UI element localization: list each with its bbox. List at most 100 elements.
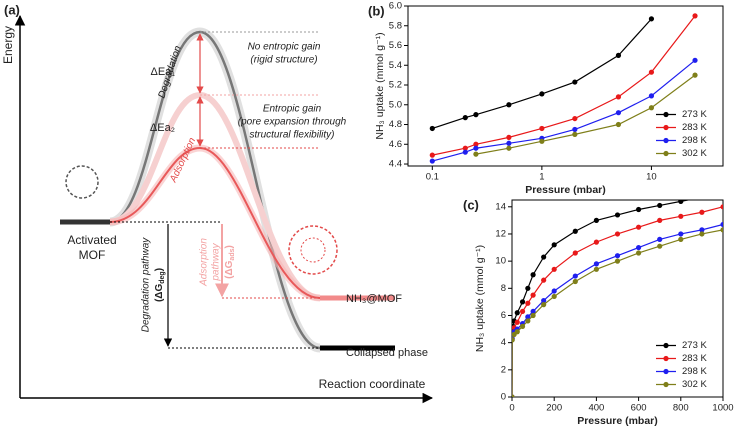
- degradation-pathway: Degradation pathway (ΔGdeg): [141, 237, 166, 333]
- point: [572, 126, 578, 133]
- point: [506, 134, 512, 140]
- point: [636, 224, 642, 230]
- point: [636, 244, 642, 251]
- point: [541, 277, 547, 283]
- point: [541, 297, 547, 304]
- point: [530, 312, 536, 319]
- x-tick-label: 600: [631, 403, 647, 414]
- point: [657, 202, 663, 209]
- y-tick-label: 5.2: [389, 80, 402, 91]
- point: [593, 217, 600, 223]
- point: [572, 79, 578, 85]
- y-tick-label: 4.8: [389, 119, 402, 130]
- point: [514, 310, 520, 316]
- y-tick-label: 14: [495, 201, 506, 212]
- x-tick-label: 10: [646, 172, 657, 183]
- no-entropic-2: (rigid structure): [250, 55, 317, 66]
- point: [462, 145, 468, 151]
- legend-marker: [663, 150, 669, 157]
- point: [473, 151, 479, 157]
- legend-label: 283 K: [682, 122, 707, 133]
- plot-frame: [407, 5, 724, 167]
- point: [539, 138, 545, 144]
- point: [539, 125, 545, 132]
- point: [429, 158, 435, 164]
- adsorption-pathway: Adsorption pathway (ΔGads): [199, 238, 236, 287]
- degradation-pathway-1: Degradation pathway: [141, 237, 152, 333]
- panel-label: (b): [368, 3, 385, 18]
- point: [657, 236, 663, 242]
- y-tick-label: 12: [495, 228, 506, 239]
- entropic-2: (pore expansion through: [238, 117, 347, 128]
- legend-marker: [663, 111, 669, 118]
- plot-area: [429, 13, 698, 164]
- point: [593, 266, 600, 272]
- point: [692, 72, 698, 78]
- point: [720, 204, 723, 210]
- x-axis-label: Pressure (mbar): [525, 184, 606, 196]
- y-tick-label: 4: [501, 337, 506, 348]
- point: [614, 231, 621, 237]
- point: [572, 273, 578, 279]
- legend-label: 302 K: [682, 379, 707, 390]
- x-tick-label: 800: [673, 403, 689, 414]
- charts: 0.1 1 10 4.4 4.6 4.8 5.0 5.2 5.4 5.6 5.8 6.0 Pressur…: [368, 1, 734, 427]
- point: [519, 308, 526, 315]
- point: [512, 337, 515, 343]
- y-tick-label: 5.8: [389, 20, 402, 31]
- collapsed-label: Collapsed phase: [346, 347, 428, 359]
- point: [648, 16, 655, 22]
- point: [512, 394, 515, 397]
- plot-frame: [511, 199, 724, 398]
- x-tick-label: 1000: [712, 403, 733, 414]
- y-tick-label: 6.0: [389, 1, 402, 12]
- guides: [110, 31, 320, 349]
- point: [530, 272, 536, 278]
- point: [699, 195, 704, 200]
- chart: 0 200 400 600 800 1000 0 2 4 6 8 10 12 14 Pressure (mb…: [463, 192, 734, 426]
- x-tick-label: 0.1: [426, 172, 439, 183]
- no-entropic-1: No entropic gain: [248, 42, 321, 53]
- point: [462, 115, 468, 121]
- point: [593, 261, 600, 267]
- y-tick-label: 2: [501, 364, 506, 375]
- point: [473, 141, 479, 147]
- point: [429, 125, 435, 132]
- legend-marker: [663, 124, 669, 131]
- x-tick-label: 0: [509, 403, 514, 414]
- point: [539, 91, 545, 97]
- legend-marker: [663, 342, 669, 349]
- adsorption-curve: [109, 146, 321, 299]
- point: [615, 121, 622, 128]
- point: [614, 258, 621, 264]
- point: [525, 300, 531, 306]
- point: [572, 228, 578, 234]
- entropic-1: Entropic gain: [263, 104, 322, 115]
- energy-label: Energy: [1, 26, 15, 64]
- point: [720, 192, 725, 197]
- point: [506, 140, 512, 146]
- point: [551, 293, 557, 300]
- y-tick-label: 5.6: [389, 40, 402, 51]
- y-axis-label: NH₃ uptake (mmol g⁻¹): [374, 32, 386, 139]
- flexible-curve: [109, 91, 321, 301]
- point: [615, 52, 622, 58]
- point: [699, 209, 705, 215]
- point: [648, 69, 655, 75]
- point: [551, 266, 557, 272]
- adsorbed-label: NH₃@MOF: [346, 293, 402, 305]
- degradation-pathway-2: (ΔGdeg): [154, 268, 166, 302]
- legend-label: 298 K: [682, 135, 707, 146]
- point: [525, 314, 531, 320]
- plot-area: [512, 192, 725, 397]
- point: [699, 227, 705, 233]
- point: [530, 308, 536, 315]
- degradation-curve: [109, 30, 321, 350]
- y-tick-label: 0: [501, 392, 506, 403]
- mof-icon: [65, 165, 99, 199]
- point: [572, 115, 578, 122]
- point: [530, 292, 536, 298]
- start-2: MOF: [79, 248, 106, 262]
